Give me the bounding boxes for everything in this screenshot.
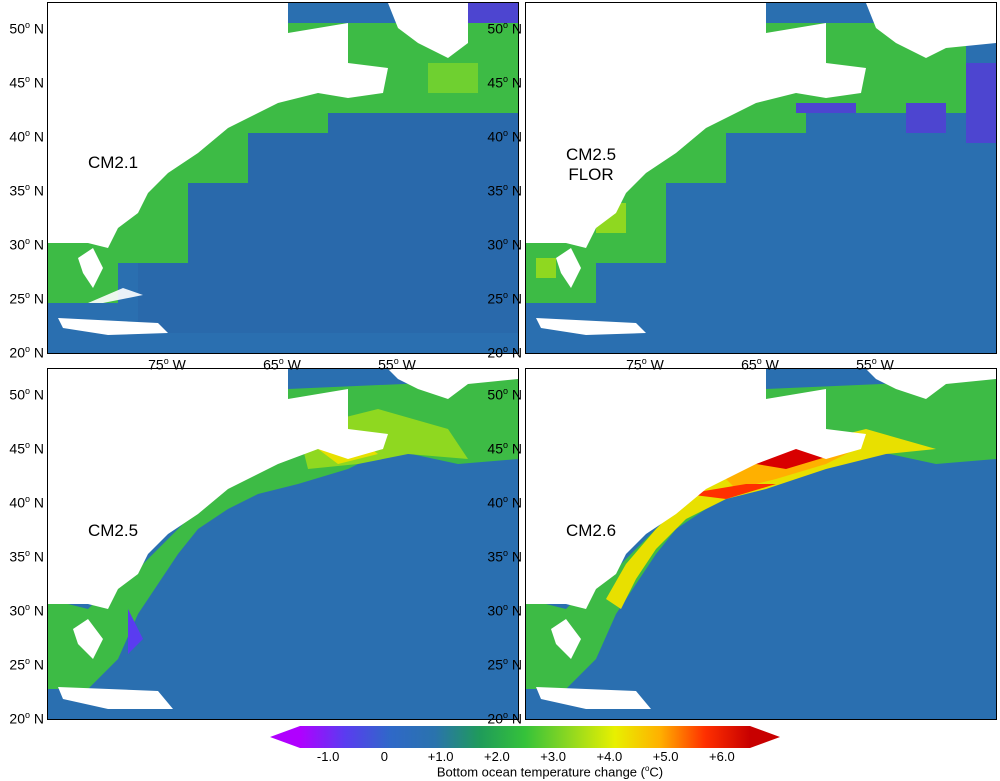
panel-label-cm26: CM2.6 (565, 521, 617, 540)
map-cm25 (48, 369, 518, 719)
latitude-label: 35o N (487, 548, 522, 565)
map-panel-cm21: CM2.1 (47, 2, 519, 354)
colorbar (270, 726, 780, 748)
map-panel-cm25flor: CM2.5 FLOR (525, 2, 997, 354)
latitude-label: 35o N (487, 182, 522, 199)
latitude-label: 20o N (9, 344, 44, 361)
map-panel-cm25: CM2.5 (47, 368, 519, 720)
latitude-label: 35o N (9, 182, 44, 199)
map-cm26 (526, 369, 996, 719)
latitude-label: 40o N (487, 128, 522, 145)
panel-label-cm21: CM2.1 (87, 153, 139, 172)
latitude-label: 40o N (9, 128, 44, 145)
latitude-label: 25o N (9, 656, 44, 673)
latitude-label: 30o N (9, 236, 44, 253)
colorbar-tick: -1.0 (316, 749, 340, 764)
colorbar-tick: +6.0 (709, 749, 735, 764)
latitude-label: 50o N (9, 20, 44, 37)
longitude-label: 55o W (856, 356, 894, 373)
latitude-label: 45o N (9, 74, 44, 91)
colorbar-title: Bottom ocean temperature change (oC) (436, 764, 664, 780)
latitude-label: 50o N (487, 386, 522, 403)
latitude-label: 30o N (487, 602, 522, 619)
colorbar-left-arrow (270, 726, 300, 748)
latitude-label: 30o N (9, 602, 44, 619)
longitude-label: 75o W (148, 356, 186, 373)
latitude-label: 50o N (487, 20, 522, 37)
latitude-label: 25o N (9, 290, 44, 307)
longitude-label: 55o W (378, 356, 416, 373)
latitude-label: 30o N (487, 236, 522, 253)
colorbar-tick: +3.0 (540, 749, 566, 764)
colorbar-right-arrow (750, 726, 780, 748)
latitude-label: 20o N (487, 710, 522, 727)
latitude-label: 45o N (9, 440, 44, 457)
map-cm25flor (526, 3, 996, 353)
longitude-label: 75o W (626, 356, 664, 373)
latitude-label: 50o N (9, 386, 44, 403)
longitude-label: 65o W (741, 356, 779, 373)
latitude-label: 20o N (487, 344, 522, 361)
latitude-label: 25o N (487, 290, 522, 307)
panel-label-cm25flor: CM2.5 FLOR (565, 145, 617, 184)
colorbar-tick: +5.0 (652, 749, 679, 764)
latitude-label: 40o N (9, 494, 44, 511)
latitude-label: 45o N (487, 74, 522, 91)
latitude-label: 25o N (487, 656, 522, 673)
latitude-label: 40o N (487, 494, 522, 511)
map-panel-cm26: CM2.6 (525, 368, 997, 720)
colorbar-tick: +2.0 (484, 749, 510, 764)
map-cm21 (48, 3, 518, 353)
colorbar-tick: +4.0 (596, 749, 623, 764)
latitude-label: 20o N (9, 710, 44, 727)
latitude-label: 45o N (487, 440, 522, 457)
colorbar-ramp (300, 726, 750, 748)
latitude-label: 35o N (9, 548, 44, 565)
panel-label-cm25: CM2.5 (87, 521, 139, 540)
colorbar-tick: +1.0 (427, 749, 454, 764)
longitude-label: 65o W (263, 356, 301, 373)
colorbar-tick: 0 (380, 749, 388, 764)
